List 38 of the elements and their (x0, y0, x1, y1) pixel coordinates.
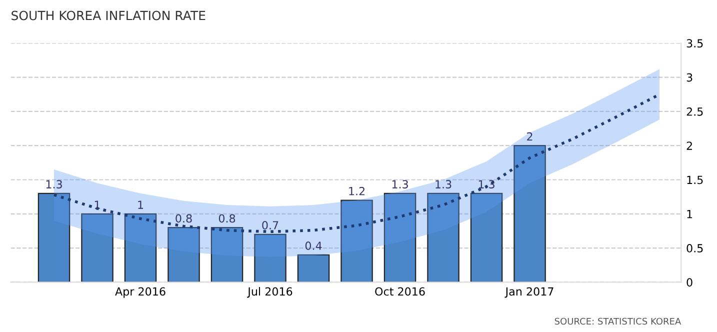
bar (384, 192, 416, 282)
bar (81, 213, 114, 282)
data-label: 0.8 (218, 214, 236, 223)
data-label: 2 (527, 132, 532, 141)
data-label: 1.3 (478, 180, 494, 188)
y-tick-label: 3.5 (686, 39, 703, 48)
y-tick-label: 0.5 (686, 244, 703, 252)
data-label: 1.3 (46, 180, 62, 188)
data-label: 1.3 (392, 180, 408, 188)
x-tick-label: Jan 2017 (504, 287, 554, 298)
data-label: 0.4 (305, 242, 322, 250)
y-tick-label: 1.5 (687, 176, 703, 184)
bar (470, 192, 503, 282)
bar (427, 192, 460, 282)
data-label: 1.2 (349, 186, 364, 196)
data-label: 1 (94, 200, 100, 209)
data-label: 1.3 (436, 180, 452, 188)
source-note: SOURCE: STATISTICS KOREA (554, 318, 682, 325)
bar (210, 227, 244, 282)
bar (514, 145, 546, 282)
bar (38, 192, 70, 282)
data-label: 0.7 (262, 221, 278, 230)
bar (168, 227, 200, 282)
chart-title: SOUTH KOREA INFLATION RATE (12, 10, 206, 20)
x-tick-label: Oct 2016 (375, 287, 425, 296)
y-tick-label: 2.5 (686, 107, 703, 116)
y-tick-label: 0 (686, 278, 692, 287)
data-label: 1 (138, 200, 144, 209)
y-tick-label: 1 (687, 210, 692, 218)
x-tick-label: Jul 2016 (247, 287, 292, 298)
bar (124, 213, 157, 282)
bar (340, 200, 373, 282)
data-label: 0.8 (176, 214, 192, 223)
y-tick-label: 2 (686, 142, 692, 150)
bar (254, 234, 286, 282)
y-tick-label: 3 (686, 73, 692, 82)
x-tick-label: Apr 2016 (115, 287, 166, 298)
bar (297, 254, 330, 282)
